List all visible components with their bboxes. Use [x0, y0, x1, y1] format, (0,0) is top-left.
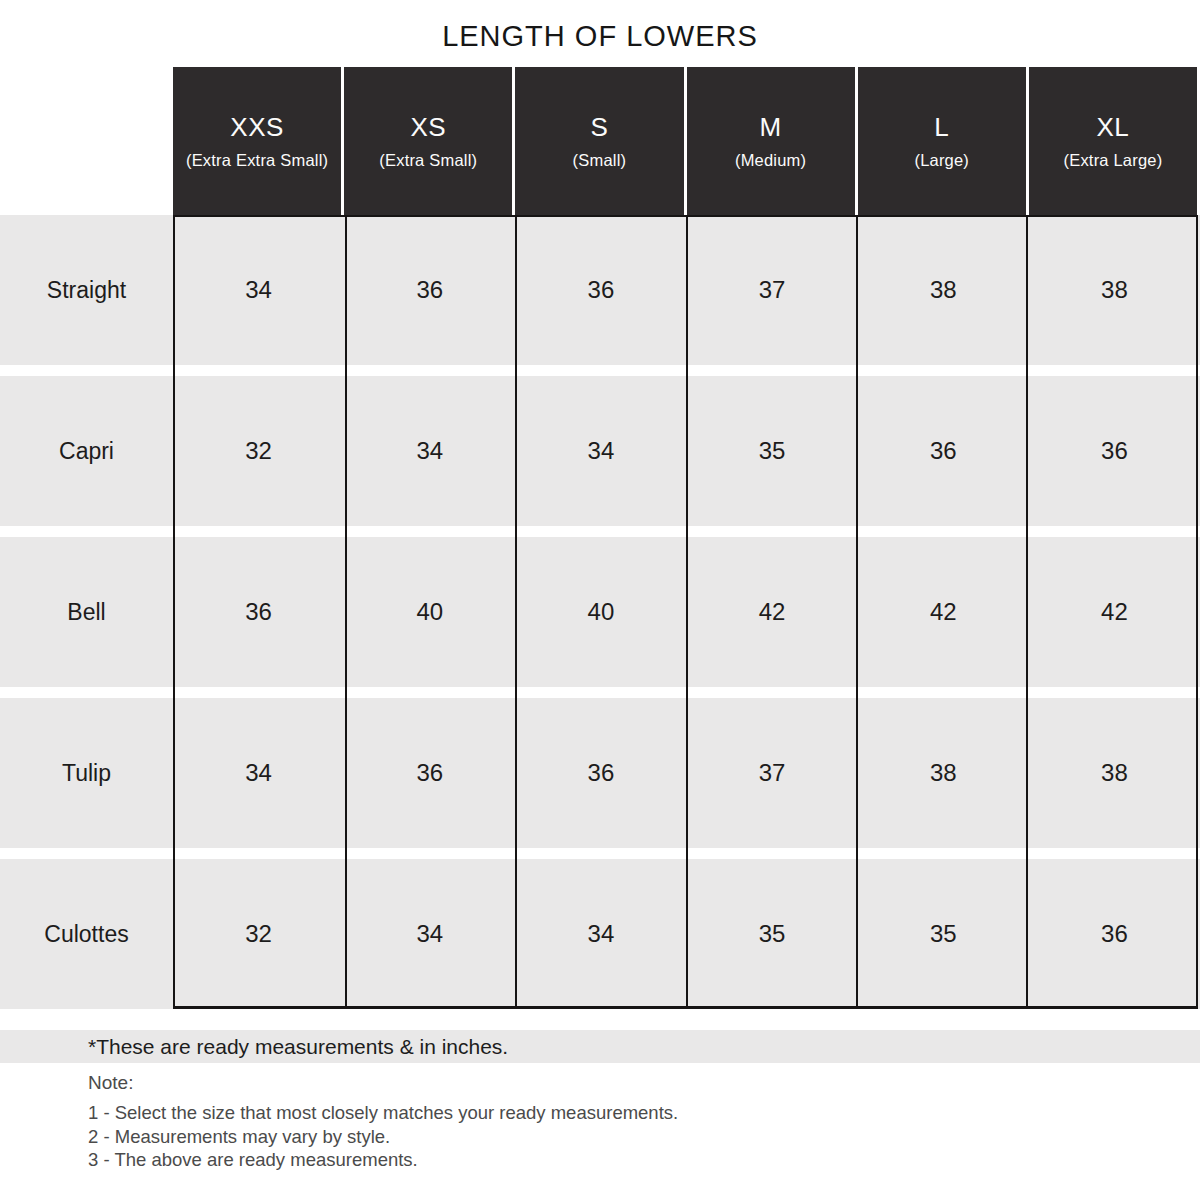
measurement-cell: 38: [858, 698, 1029, 848]
measurement-cell: 42: [1029, 537, 1200, 687]
measurement-cell: 34: [515, 859, 686, 1009]
measurement-cell: 42: [858, 537, 1029, 687]
size-code: XXS: [230, 112, 284, 143]
table-row-straight: Straight 34 36 36 37 38 38: [0, 215, 1200, 365]
measurement-cell: 37: [687, 698, 858, 848]
page-title: LENGTH OF LOWERS: [0, 20, 1200, 53]
size-code: L: [934, 112, 949, 143]
note-heading: Note:: [88, 1072, 1160, 1094]
header-cell-xs: XS (Extra Small): [344, 67, 512, 215]
size-code: XS: [410, 112, 446, 143]
size-header-row: XXS (Extra Extra Small) XS (Extra Small)…: [173, 67, 1197, 215]
measurement-cell: 36: [1029, 376, 1200, 526]
row-label: Straight: [0, 215, 173, 365]
measurement-cell: 36: [858, 376, 1029, 526]
table-row-tulip: Tulip 34 36 36 37 38 38: [0, 698, 1200, 848]
header-cell-s: S (Small): [515, 67, 683, 215]
measurement-cell: 34: [344, 859, 515, 1009]
row-label: Bell: [0, 537, 173, 687]
measurement-cell: 40: [344, 537, 515, 687]
size-table-body: Straight 34 36 36 37 38 38 Capri 32 34 3…: [0, 215, 1200, 1009]
size-full-name: (Large): [914, 151, 969, 170]
size-full-name: (Extra Large): [1064, 151, 1163, 170]
size-full-name: (Extra Extra Small): [186, 151, 328, 170]
measurement-cell: 38: [1029, 215, 1200, 365]
measurement-cell: 36: [515, 215, 686, 365]
measurement-cell: 36: [344, 698, 515, 848]
header-cell-l: L (Large): [858, 67, 1026, 215]
footnote-text: *These are ready measurements & in inche…: [88, 1035, 508, 1059]
note-item-2: 2 - Measurements may vary by style.: [88, 1125, 1160, 1149]
measurement-cell: 36: [173, 537, 344, 687]
header-cell-m: M (Medium): [687, 67, 855, 215]
header-cell-xxs: XXS (Extra Extra Small): [173, 67, 341, 215]
table-row-culottes: Culottes 32 34 34 35 35 36: [0, 859, 1200, 1009]
note-item-3: 3 - The above are ready measurements.: [88, 1148, 1160, 1172]
measurement-cell: 42: [687, 537, 858, 687]
measurement-cell: 35: [687, 859, 858, 1009]
table-row-capri: Capri 32 34 34 35 36 36: [0, 376, 1200, 526]
size-full-name: (Small): [573, 151, 627, 170]
measurement-cell: 35: [687, 376, 858, 526]
note-block: Note: 1 - Select the size that most clos…: [88, 1072, 1160, 1172]
measurement-cell: 34: [515, 376, 686, 526]
measurement-cell: 38: [1029, 698, 1200, 848]
measurement-cell: 36: [344, 215, 515, 365]
footnote-band: *These are ready measurements & in inche…: [0, 1030, 1200, 1063]
measurement-cell: 32: [173, 376, 344, 526]
measurement-cell: 40: [515, 537, 686, 687]
measurement-cell: 36: [1029, 859, 1200, 1009]
size-code: S: [591, 112, 609, 143]
row-label: Tulip: [0, 698, 173, 848]
measurement-cell: 32: [173, 859, 344, 1009]
measurement-cell: 36: [515, 698, 686, 848]
measurement-cell: 34: [173, 215, 344, 365]
measurement-cell: 34: [344, 376, 515, 526]
measurement-cell: 37: [687, 215, 858, 365]
note-item-1: 1 - Select the size that most closely ma…: [88, 1101, 1160, 1125]
measurement-cell: 38: [858, 215, 1029, 365]
row-label: Culottes: [0, 859, 173, 1009]
size-full-name: (Extra Small): [379, 151, 477, 170]
measurement-cell: 34: [173, 698, 344, 848]
size-code: M: [760, 112, 782, 143]
row-label: Capri: [0, 376, 173, 526]
header-cell-xl: XL (Extra Large): [1029, 67, 1197, 215]
size-full-name: (Medium): [735, 151, 806, 170]
size-chart-sheet: LENGTH OF LOWERS XXS (Extra Extra Small)…: [0, 0, 1200, 1200]
table-row-bell: Bell 36 40 40 42 42 42: [0, 537, 1200, 687]
size-code: XL: [1097, 112, 1130, 143]
measurement-cell: 35: [858, 859, 1029, 1009]
